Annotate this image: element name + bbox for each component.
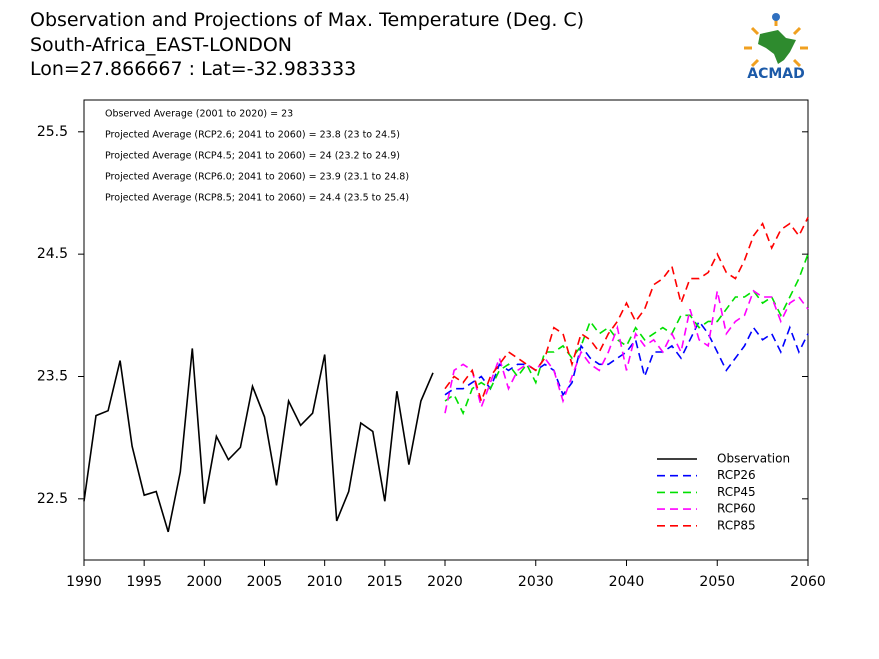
x-tick-label: 2040 xyxy=(609,574,645,590)
annotation: Observed Average (2001 to 2020) = 23 xyxy=(105,109,293,120)
x-tick-label: 1995 xyxy=(126,574,162,590)
legend-label: RCP26 xyxy=(717,468,756,482)
x-tick-label: 2060 xyxy=(790,574,826,590)
subtitle: South-Africa_EAST-LONDON xyxy=(30,34,292,56)
annotation: Projected Average (RCP4.5; 2041 to 2060)… xyxy=(105,151,400,162)
y-tick-label: 25.5 xyxy=(37,124,68,140)
y-tick-label: 22.5 xyxy=(37,491,68,507)
legend-label: RCP45 xyxy=(717,485,756,499)
data-line xyxy=(444,289,809,414)
logo-text: ACMAD xyxy=(747,66,805,82)
x-tick-label: 1990 xyxy=(66,574,102,590)
x-tick-label: 2010 xyxy=(307,574,343,590)
chart-title: Observation and Projections of Max. Temp… xyxy=(30,9,584,31)
data-line xyxy=(444,217,809,404)
data-line xyxy=(83,348,434,533)
y-tick-label: 24.5 xyxy=(37,246,68,262)
data-line xyxy=(444,253,809,416)
logo: ACMAD xyxy=(744,13,808,82)
x-tick-label: 2050 xyxy=(699,574,735,590)
subtitle: Lon=27.866667 : Lat=-32.983333 xyxy=(30,58,356,80)
legend-label: RCP60 xyxy=(717,502,756,516)
plot-frame xyxy=(83,99,809,561)
annotation: Projected Average (RCP6.0; 2041 to 2060)… xyxy=(105,172,409,183)
legend-label: RCP85 xyxy=(717,518,756,532)
x-tick-label: 2030 xyxy=(518,574,554,590)
annotation: Projected Average (RCP8.5; 2041 to 2060)… xyxy=(105,193,409,204)
annotation: Projected Average (RCP2.6; 2041 to 2060)… xyxy=(105,130,400,141)
y-tick-label: 23.5 xyxy=(37,368,68,384)
x-tick-label: 2015 xyxy=(367,574,403,590)
x-tick-label: 2020 xyxy=(427,574,463,590)
legend-label: Observation xyxy=(717,452,790,466)
x-tick-label: 2005 xyxy=(247,574,283,590)
x-tick-label: 2000 xyxy=(187,574,223,590)
